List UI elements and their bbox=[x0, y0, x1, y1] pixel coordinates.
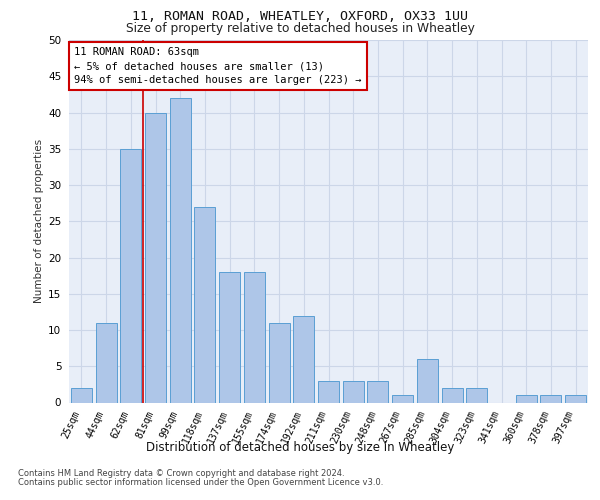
Text: Distribution of detached houses by size in Wheatley: Distribution of detached houses by size … bbox=[146, 441, 454, 454]
Bar bbox=[120, 149, 141, 403]
Bar bbox=[95, 323, 116, 402]
Bar bbox=[417, 359, 438, 403]
Bar bbox=[318, 381, 339, 402]
Text: Size of property relative to detached houses in Wheatley: Size of property relative to detached ho… bbox=[125, 22, 475, 35]
Bar bbox=[367, 381, 388, 402]
Bar bbox=[541, 395, 562, 402]
Bar bbox=[293, 316, 314, 402]
Text: 11 ROMAN ROAD: 63sqm
← 5% of detached houses are smaller (13)
94% of semi-detach: 11 ROMAN ROAD: 63sqm ← 5% of detached ho… bbox=[74, 48, 362, 86]
Bar bbox=[565, 395, 586, 402]
Bar bbox=[343, 381, 364, 402]
Bar bbox=[392, 395, 413, 402]
Bar bbox=[269, 323, 290, 402]
Y-axis label: Number of detached properties: Number of detached properties bbox=[34, 139, 44, 304]
Text: Contains HM Land Registry data © Crown copyright and database right 2024.: Contains HM Land Registry data © Crown c… bbox=[18, 469, 344, 478]
Bar bbox=[219, 272, 240, 402]
Text: 11, ROMAN ROAD, WHEATLEY, OXFORD, OX33 1UU: 11, ROMAN ROAD, WHEATLEY, OXFORD, OX33 1… bbox=[132, 10, 468, 23]
Bar bbox=[71, 388, 92, 402]
Bar bbox=[194, 207, 215, 402]
Bar bbox=[145, 112, 166, 403]
Text: Contains public sector information licensed under the Open Government Licence v3: Contains public sector information licen… bbox=[18, 478, 383, 487]
Bar bbox=[244, 272, 265, 402]
Bar bbox=[170, 98, 191, 402]
Bar bbox=[466, 388, 487, 402]
Bar bbox=[516, 395, 537, 402]
Bar bbox=[442, 388, 463, 402]
